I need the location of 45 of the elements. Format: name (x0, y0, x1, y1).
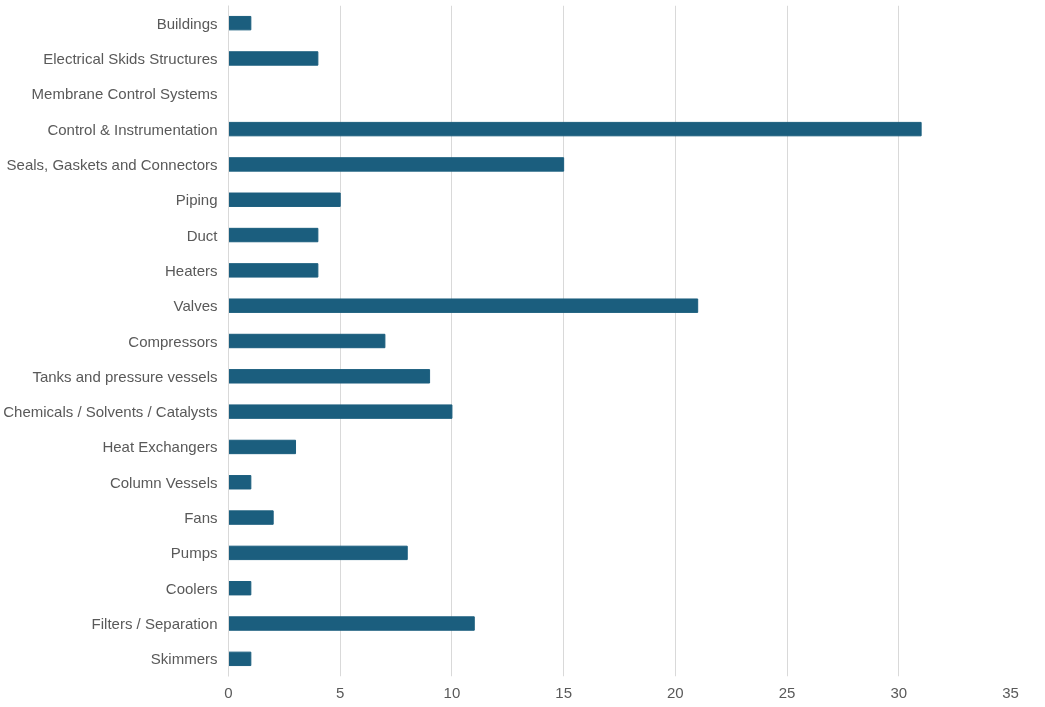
y-tick-label: Tanks and pressure vessels (32, 367, 218, 385)
y-tick-label: Valves (173, 297, 218, 315)
bar (228, 439, 297, 455)
y-tick-label: Pumps (170, 544, 218, 562)
y-tick-label: Duct (186, 226, 219, 244)
y-tick-label: Column Vessels (109, 473, 218, 491)
y-tick-label: Electrical Skids Structures (43, 49, 218, 67)
bar (228, 333, 386, 349)
bar (228, 616, 475, 631)
bar (228, 651, 252, 667)
bar (228, 510, 274, 525)
bar (228, 121, 922, 137)
x-tick-label: 5 (336, 683, 345, 701)
bar (228, 192, 341, 207)
x-tick-label: 0 (224, 683, 233, 701)
y-tick-label: Membrane Control Systems (31, 85, 218, 103)
y-tick-label: Heaters (164, 261, 218, 279)
y-tick-label: Seals, Gaskets and Connectors (6, 155, 218, 173)
x-tick-label: 20 (667, 683, 684, 701)
bar (228, 545, 408, 561)
bar (228, 369, 431, 384)
bar (228, 263, 319, 278)
x-tick-label: 30 (890, 683, 908, 701)
x-tick-label: 10 (443, 683, 461, 701)
y-tick-label: Heat Exchangers (102, 438, 218, 456)
y-tick-label: Filters / Separation (91, 615, 218, 633)
x-tick-label: 35 (1002, 683, 1019, 701)
bar (228, 227, 319, 243)
y-tick-label: Fans (184, 509, 218, 527)
y-tick-label: Compressors (128, 332, 218, 350)
x-tick-label: 15 (555, 683, 572, 701)
y-tick-label: Piping (175, 191, 218, 209)
bar (228, 475, 252, 490)
y-tick-label: Coolers (165, 579, 218, 597)
bar (228, 15, 252, 31)
y-tick-label: Buildings (156, 14, 218, 32)
bar (228, 581, 252, 596)
y-tick-label: Control & Instrumentation (47, 120, 218, 138)
bar (228, 157, 565, 172)
y-tick-label: Chemicals / Solvents / Catalysts (3, 403, 218, 421)
y-tick-label: Skimmers (150, 650, 218, 668)
x-tick-label: 25 (778, 683, 796, 701)
bar (228, 51, 319, 66)
bar (228, 298, 699, 313)
bar (228, 404, 453, 419)
